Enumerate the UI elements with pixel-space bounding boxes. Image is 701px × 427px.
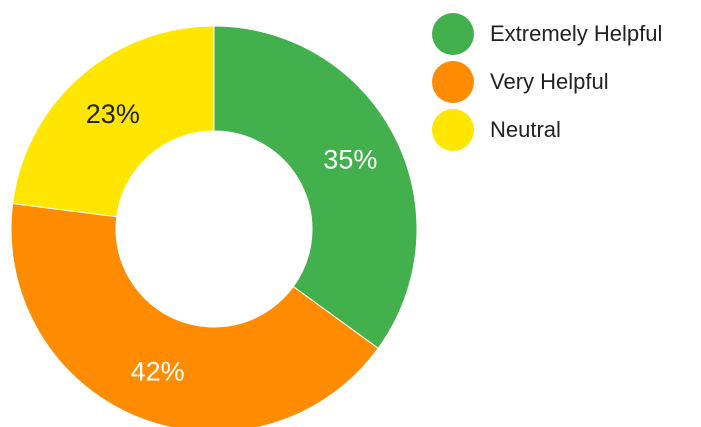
legend-item: Extremely Helpful [432, 10, 662, 58]
slice-value-label: 23% [86, 99, 140, 129]
legend-item: Neutral [432, 106, 662, 154]
donut-slice-extremely-helpful [213, 25, 418, 350]
donut-slice-neutral [12, 25, 215, 218]
legend-label: Extremely Helpful [490, 21, 663, 46]
legend: Extremely Helpful Very Helpful Neutral [432, 10, 662, 154]
slice-value-label: 35% [323, 145, 377, 175]
donut-slice-very-helpful [10, 202, 379, 427]
legend-swatch-icon [432, 13, 474, 55]
legend-label: Neutral [490, 117, 561, 142]
slice-value-label: 42% [131, 356, 185, 386]
legend-item: Very Helpful [432, 58, 662, 106]
legend-label: Very Helpful [490, 69, 609, 94]
legend-swatch-icon [432, 109, 474, 151]
legend-swatch-icon [432, 61, 474, 103]
